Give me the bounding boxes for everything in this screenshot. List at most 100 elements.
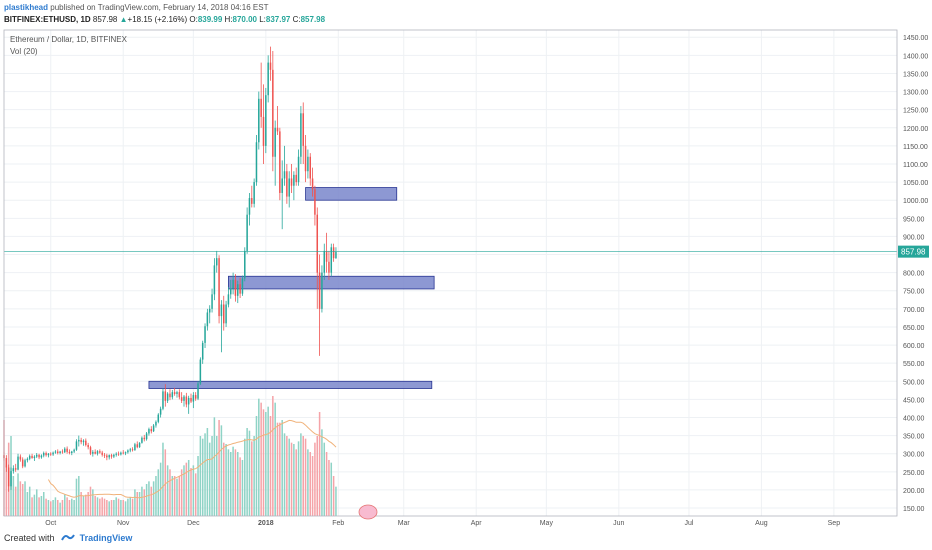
volume-bar <box>19 481 22 516</box>
candle-body <box>12 468 15 472</box>
grid <box>4 30 897 516</box>
volume-bar <box>64 494 66 516</box>
candle-body <box>201 342 204 360</box>
open-label: O: <box>189 15 198 24</box>
volume-bar <box>314 442 316 516</box>
price-axis[interactable]: 150.00 200.00 250.00 300.00 350.00 400.00 450.… <box>903 35 928 513</box>
candle-body <box>40 455 43 458</box>
candle-body <box>199 359 202 384</box>
candle-body <box>328 261 330 273</box>
created-with-text: Created with <box>4 533 55 543</box>
tradingview-logo-icon[interactable] <box>61 533 75 544</box>
tradingview-brand[interactable]: TradingView <box>79 533 133 543</box>
volume-bar <box>295 449 297 516</box>
volume-bar <box>302 436 304 516</box>
candle-body <box>227 294 230 305</box>
volume-bar <box>290 442 293 516</box>
candle-body <box>222 304 225 324</box>
volume-bar <box>24 481 26 516</box>
candle-body <box>286 171 288 197</box>
volume-bar <box>281 420 283 516</box>
candle-body <box>5 458 8 468</box>
volume-bar <box>117 498 120 516</box>
candle-body <box>229 288 232 295</box>
volume-bar <box>17 473 19 516</box>
candle-body <box>276 127 279 132</box>
candle-body <box>316 214 319 273</box>
candle-body <box>101 452 103 455</box>
event-marker[interactable] <box>358 504 378 520</box>
price-chart[interactable]: 150.00 200.00 250.00 300.00 350.00 400.00 450.… <box>0 26 932 529</box>
time-tick-label: Sep <box>828 520 841 527</box>
volume-bar <box>183 465 185 516</box>
volume-bar <box>323 442 326 516</box>
candle-body <box>47 453 50 456</box>
volume-bar <box>106 500 108 516</box>
volume-bar <box>54 497 57 516</box>
time-tick-label: Apr <box>471 520 483 527</box>
volume-bar <box>293 444 295 516</box>
volume-bar <box>187 460 190 516</box>
candle-body <box>33 456 36 459</box>
candle-body <box>61 451 64 453</box>
candle-body <box>134 444 136 451</box>
candle-body <box>335 251 337 259</box>
support-resistance-zone[interactable] <box>305 187 398 201</box>
candle-body <box>206 312 209 327</box>
zones[interactable] <box>148 187 435 389</box>
candle-body <box>117 453 120 455</box>
volume-ma-line <box>47 419 337 499</box>
volume-bar <box>215 436 218 516</box>
candle-body <box>141 437 143 443</box>
candle-body <box>232 279 234 289</box>
author-link[interactable]: plastikhead <box>4 3 49 12</box>
candle-body <box>68 451 71 453</box>
time-tick-label: Nov <box>117 520 130 527</box>
volume-bar <box>75 478 78 516</box>
candle-body <box>307 156 309 172</box>
candle-body <box>274 127 276 157</box>
candle-body <box>78 439 80 442</box>
candle-body <box>267 62 269 96</box>
candle-body <box>279 131 281 193</box>
change-arrow-icon: ▲ <box>119 15 128 24</box>
candle-body <box>281 178 283 193</box>
volume-bar <box>33 494 36 516</box>
price-tick-label: 1250.00 <box>903 108 928 115</box>
candle-body <box>21 459 24 467</box>
time-tick-label: Feb <box>332 520 344 527</box>
candle-body <box>237 284 239 296</box>
volume-bar <box>14 486 17 516</box>
candle-body <box>234 279 237 296</box>
candle-body <box>122 452 124 454</box>
volume-bar <box>141 486 143 516</box>
time-tick-label: Jul <box>684 520 693 527</box>
candle-body <box>92 451 94 454</box>
volume-bar <box>110 500 113 516</box>
volume-bar <box>232 446 234 516</box>
volume-bar <box>258 398 260 516</box>
volume-bar <box>229 452 232 516</box>
volume-bar <box>190 468 192 516</box>
candle-body <box>10 471 12 487</box>
time-axis[interactable]: Oct Nov Dec 2018 Feb Mar Apr May Jun Jul Aug Sep <box>45 520 840 527</box>
volume-bar <box>260 402 262 516</box>
volume-bar <box>87 492 89 516</box>
volume-bar <box>297 441 300 516</box>
candle-body <box>194 395 197 399</box>
support-resistance-zone[interactable] <box>228 275 435 290</box>
volume-bar <box>59 502 61 516</box>
candle-body <box>244 250 246 279</box>
close-label: C: <box>292 15 301 24</box>
symbol-label: BITFINEX:ETHUSD, 1D <box>4 15 91 24</box>
candle-body <box>157 414 160 422</box>
support-resistance-zone[interactable] <box>148 380 433 389</box>
candle-body <box>208 308 211 313</box>
volume-bar <box>248 430 251 516</box>
price-tick-label: 1300.00 <box>903 90 928 97</box>
volume-bar <box>300 433 302 516</box>
price-tick-label: 500.00 <box>903 379 925 386</box>
volume-bar <box>173 476 176 516</box>
candle-body <box>87 445 89 448</box>
candle-body <box>295 174 297 183</box>
